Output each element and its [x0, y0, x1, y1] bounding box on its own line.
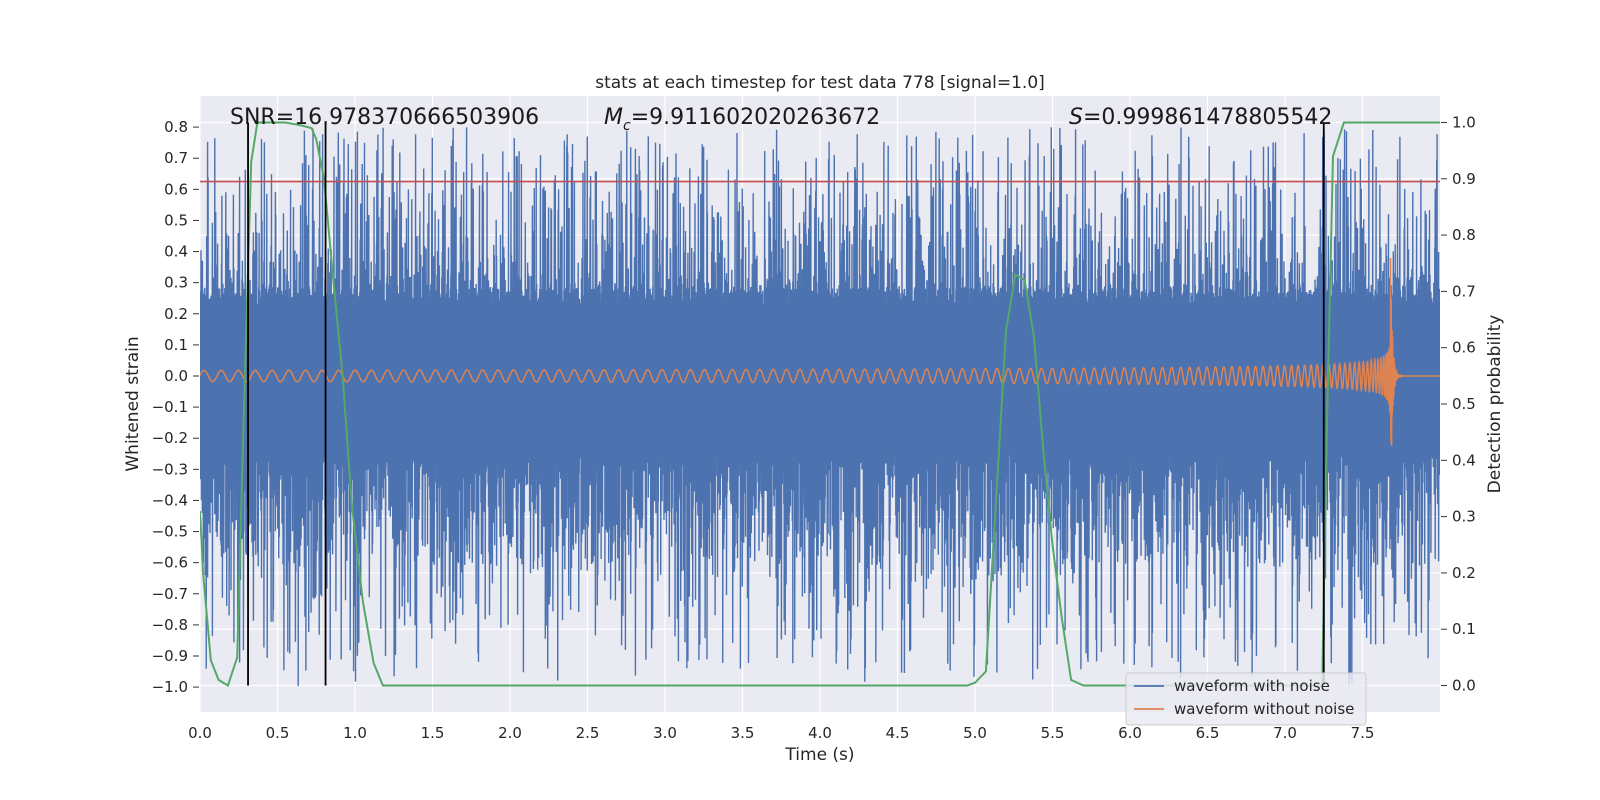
s-value: =0.999861478805542	[1083, 105, 1332, 130]
y2-tick-label: 0.2	[1452, 564, 1476, 582]
y2-tick-label: 0.8	[1452, 226, 1476, 244]
vertical-markers	[247, 122, 1325, 686]
y-tick-label: 0.3	[164, 274, 188, 292]
legend: waveform with noise waveform without noi…	[1125, 672, 1367, 726]
y-tick-label: 0.0	[164, 367, 188, 385]
mc-symbol: M	[604, 105, 623, 130]
y-tick-label: 0.7	[164, 149, 188, 167]
x-tick-label: 4.0	[808, 724, 832, 742]
y2-tick-label: 0.7	[1452, 282, 1476, 300]
y-tick-label: 0.2	[164, 305, 188, 323]
y-tick-label: −0.2	[152, 429, 188, 447]
y-tick-label: −0.5	[152, 523, 188, 541]
y2-tick-label: 0.1	[1452, 620, 1476, 638]
y-tick-label: 0.1	[164, 336, 188, 354]
y-tick-label: −1.0	[152, 678, 188, 696]
mc-annotation: Mc=9.911602020263672	[604, 105, 880, 134]
y-tick-label: −0.9	[152, 647, 188, 665]
y-tick-label: −0.8	[152, 616, 188, 634]
y2-axis-ticks: 1.0 0.9 0.8 0.7 0.6 0.5 0.4 0.3 0.2 0.1 0.0	[1441, 113, 1476, 695]
mc-subscript: c	[623, 118, 631, 134]
y-tick-label: −0.4	[152, 491, 188, 509]
chart-title: stats at each timestep for test data 778…	[595, 73, 1045, 93]
y2-tick-label: 0.3	[1452, 508, 1476, 526]
series-waveform-with-noise	[200, 127, 1440, 687]
series-waveform-without-noise	[200, 258, 1440, 447]
x-tick-label: 0.5	[266, 724, 290, 742]
x-tick-label: 1.5	[421, 724, 445, 742]
x-tick-label: 6.5	[1196, 724, 1220, 742]
y-tick-label: 0.8	[164, 118, 188, 136]
y-tick-label: 0.4	[164, 243, 188, 261]
s-annotation: S=0.999861478805542	[1069, 105, 1332, 130]
y2-tick-label: 0.5	[1452, 395, 1476, 413]
y-tick-label: −0.6	[152, 554, 188, 572]
x-tick-label: 0.0	[188, 724, 212, 742]
y-tick-label: 0.5	[164, 211, 188, 229]
x-tick-label: 2.5	[576, 724, 600, 742]
y2-axis-label: Detection probability	[1485, 315, 1505, 494]
y2-tick-label: 0.4	[1452, 451, 1476, 469]
legend-box	[1125, 672, 1367, 726]
y-axis-label: Whitened strain	[123, 336, 143, 471]
x-axis-label: Time (s)	[784, 745, 854, 765]
y2-tick-label: 1.0	[1452, 113, 1476, 131]
x-tick-label: 3.5	[731, 724, 755, 742]
s-symbol: S	[1069, 105, 1083, 130]
y-tick-label: −0.1	[152, 398, 188, 416]
mc-value: =9.911602020263672	[631, 105, 880, 130]
y-tick-label: −0.3	[152, 460, 188, 478]
legend-label-noise: waveform with noise	[1174, 677, 1330, 695]
x-tick-label: 5.5	[1041, 724, 1065, 742]
x-tick-label: 7.5	[1351, 724, 1375, 742]
x-tick-label: 3.0	[653, 724, 677, 742]
y2-tick-label: 0.9	[1452, 170, 1476, 188]
x-tick-label: 1.0	[343, 724, 367, 742]
x-axis-ticks: 0.0 0.5 1.0 1.5 2.0 2.5 3.0 3.5 4.0 4.5 5.0 5.5 6.0 6…	[188, 724, 1374, 742]
x-tick-label: 2.0	[498, 724, 522, 742]
y-axis-ticks: 0.8 0.7 0.6 0.5 0.4 0.3 0.2 0.1 0.0 −0.1 −0.2 −0.3 −…	[152, 118, 199, 696]
x-tick-label: 4.5	[886, 724, 910, 742]
y-tick-label: 0.6	[164, 180, 188, 198]
y2-tick-label: 0.6	[1452, 339, 1476, 357]
legend-label-clean: waveform without noise	[1174, 700, 1354, 718]
y2-tick-label: 0.0	[1452, 677, 1476, 695]
snr-annotation: SNR=16.978370666503906	[230, 105, 539, 130]
x-tick-label: 6.0	[1118, 724, 1142, 742]
x-tick-label: 7.0	[1273, 724, 1297, 742]
y-tick-label: −0.7	[152, 585, 188, 603]
x-tick-label: 5.0	[963, 724, 987, 742]
